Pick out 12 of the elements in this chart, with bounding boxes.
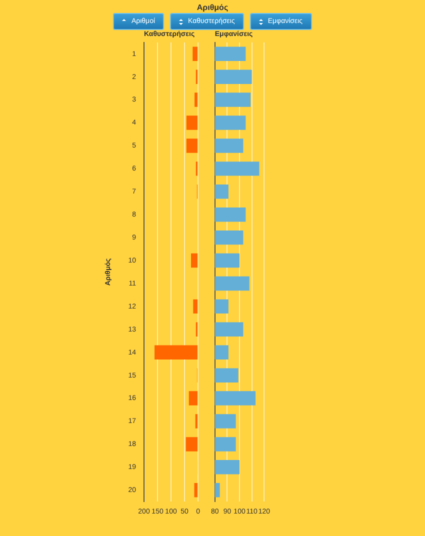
bar	[195, 414, 198, 428]
bar	[194, 483, 198, 498]
bar	[194, 92, 198, 107]
bar	[188, 391, 198, 406]
bar	[186, 116, 198, 130]
bar	[186, 138, 198, 153]
bar	[154, 345, 198, 360]
text: Αριθμός	[196, 3, 230, 12]
bar	[192, 46, 198, 61]
bar	[193, 299, 198, 314]
bar	[191, 253, 198, 268]
bar	[186, 437, 198, 452]
